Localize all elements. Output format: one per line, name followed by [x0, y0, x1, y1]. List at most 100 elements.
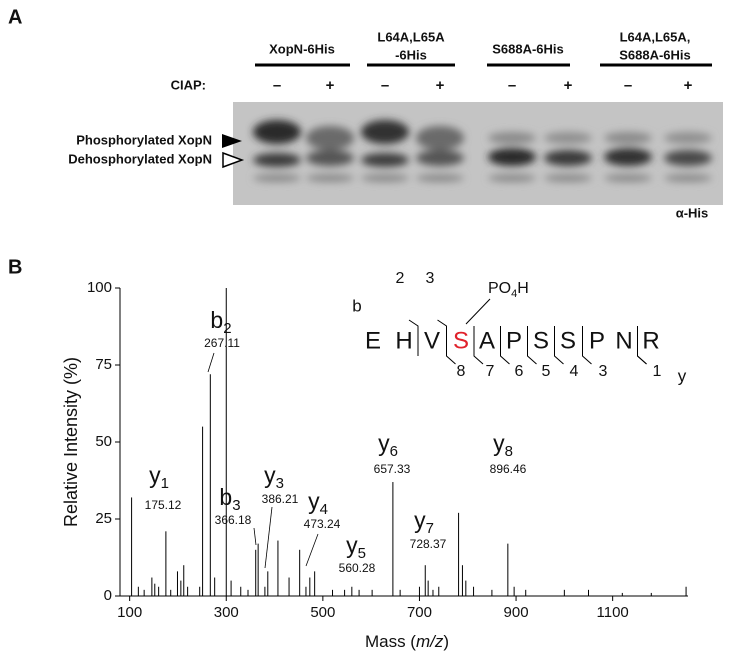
modification-part: PO	[488, 280, 511, 297]
group-label: L64A,L65A,	[620, 29, 691, 44]
fragment-break	[408, 319, 419, 356]
b-number: 3	[426, 270, 435, 287]
fragment-break	[582, 326, 592, 365]
ion-label: y7	[414, 507, 434, 537]
modification-part: H	[517, 280, 529, 297]
ion-letter: b	[219, 484, 232, 510]
band	[664, 150, 712, 166]
group-label: S688A-6His	[619, 47, 691, 62]
ion-letter: y	[493, 430, 505, 456]
ion-letter: y	[378, 430, 390, 456]
y-number: 3	[599, 363, 608, 380]
ion-label: b2	[210, 307, 231, 337]
residue: N	[615, 327, 632, 354]
leader	[305, 533, 319, 567]
ion-mz: 366.18	[215, 513, 252, 527]
ion-number: 3	[276, 475, 284, 492]
lane-label: +	[436, 77, 445, 94]
group-label: XopN-6His	[269, 41, 335, 56]
lane-label: –	[381, 77, 389, 94]
y-tick-label: 100	[87, 279, 112, 296]
panel-label: B	[8, 256, 22, 278]
blot-bands	[253, 120, 712, 182]
lane-label: –	[508, 77, 516, 94]
ion-letter: y	[346, 532, 358, 558]
x-axis-label-part: )	[443, 632, 449, 651]
ion-mz: 728.37	[410, 537, 447, 551]
group-label: -6His	[395, 47, 427, 62]
y-tick-label: 0	[104, 587, 112, 604]
band	[253, 174, 301, 182]
y-number: 1	[653, 363, 662, 380]
band	[253, 153, 301, 167]
y-number: 4	[570, 363, 579, 380]
ion-number: 6	[390, 443, 398, 460]
x-tick-label: 900	[504, 604, 529, 621]
leader	[264, 506, 273, 569]
ion-label: y4	[308, 488, 328, 518]
ion-number: 7	[426, 520, 434, 537]
y-tick-label: 50	[95, 433, 112, 450]
y-number: 6	[515, 363, 524, 380]
ion-mz: 267.11	[204, 336, 240, 350]
ion-letter: y	[264, 462, 276, 488]
y-label: y	[678, 366, 687, 385]
ion-label: b3	[219, 484, 240, 514]
x-tick-label: 100	[117, 604, 142, 621]
ciap-label: CIAP:	[171, 77, 206, 92]
modification-bond	[465, 298, 491, 325]
ion-label: y5	[346, 532, 366, 562]
arrowhead	[222, 134, 242, 148]
lane-label: –	[273, 77, 281, 94]
band	[488, 148, 536, 166]
ion-number: 1	[161, 475, 169, 492]
band	[416, 126, 464, 150]
lane-label: +	[684, 77, 693, 94]
band	[544, 132, 592, 144]
b-number: 2	[396, 270, 405, 287]
ion-mz: 560.28	[339, 561, 376, 575]
group-label: S688A-6His	[492, 41, 564, 56]
ion-label: y8	[493, 430, 513, 460]
residue: S	[560, 327, 576, 354]
band	[361, 174, 409, 182]
x-tick-label: 300	[214, 604, 239, 621]
residue: R	[642, 327, 659, 354]
band	[416, 174, 464, 182]
band	[604, 174, 652, 182]
ion-letter: y	[308, 488, 320, 514]
band	[604, 148, 652, 166]
ion-letter: b	[210, 307, 223, 333]
band	[664, 132, 712, 144]
ion-mz: 386.21	[262, 492, 299, 506]
ion-number: 8	[505, 443, 513, 460]
band	[416, 150, 464, 166]
ion-number: 4	[320, 501, 328, 518]
band	[361, 153, 409, 167]
band	[306, 126, 354, 150]
fragment-break	[527, 326, 537, 365]
x-axis-label-part: m/z	[416, 632, 444, 651]
band-label: Phosphorylated XopN	[76, 132, 212, 147]
band	[544, 150, 592, 166]
lane-label: +	[326, 77, 335, 94]
y-number: 7	[486, 363, 495, 380]
band	[488, 132, 536, 144]
ion-label: y6	[378, 430, 398, 460]
fragment-break	[500, 326, 510, 365]
x-axis-label: Mass (m/z)	[365, 632, 449, 651]
y-number: 5	[542, 363, 551, 380]
group-label: L64A,L65A	[377, 29, 445, 44]
lane-label: –	[624, 77, 632, 94]
residue: P	[506, 327, 522, 354]
leader	[253, 527, 257, 546]
residue: S	[533, 327, 549, 354]
ion-mz: 175.12	[145, 498, 182, 512]
residue: E	[365, 327, 381, 354]
residue: A	[479, 327, 495, 354]
band-label: Dehosphorylated XopN	[68, 151, 212, 166]
arrowhead	[222, 151, 245, 169]
fragment-break	[473, 326, 484, 365]
ion-number: 5	[358, 545, 366, 562]
